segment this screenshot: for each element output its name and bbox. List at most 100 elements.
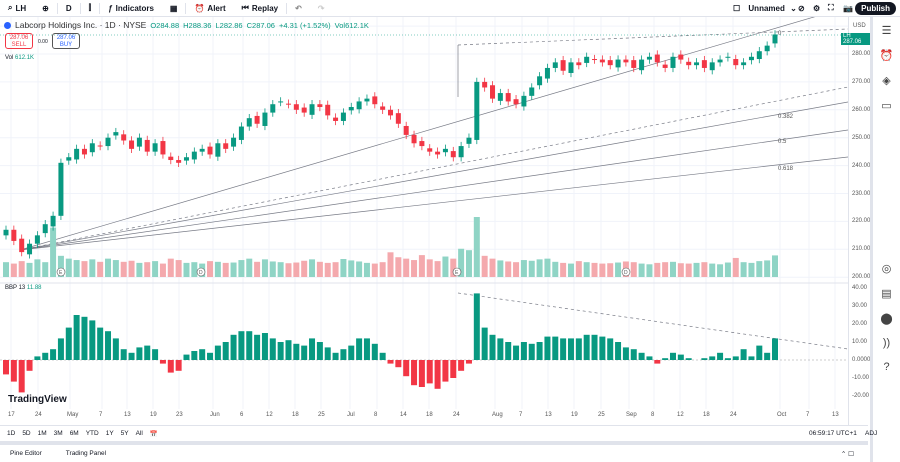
candle[interactable] bbox=[246, 118, 252, 127]
candle[interactable] bbox=[97, 145, 103, 147]
candle[interactable] bbox=[301, 107, 307, 113]
candle[interactable] bbox=[701, 60, 707, 68]
indicators-button[interactable]: ƒ Indicators bbox=[108, 3, 154, 13]
date-range-icon[interactable]: 📅 bbox=[149, 430, 158, 438]
candle[interactable] bbox=[66, 157, 72, 161]
dividend-marker[interactable] bbox=[621, 267, 631, 277]
candle[interactable] bbox=[380, 106, 386, 110]
trading-panel-tab[interactable]: Trading Panel bbox=[65, 450, 107, 457]
candle[interactable] bbox=[450, 151, 456, 158]
candle[interactable] bbox=[215, 143, 221, 157]
chart-canvas[interactable]: 0 0.382 0.5 0.618 E D E D TradingView bbox=[0, 17, 848, 409]
candle[interactable] bbox=[654, 54, 660, 63]
candle[interactable] bbox=[497, 93, 503, 101]
candle[interactable] bbox=[466, 137, 472, 144]
candle[interactable] bbox=[576, 62, 582, 66]
candle[interactable] bbox=[278, 101, 284, 103]
candle[interactable] bbox=[599, 59, 605, 63]
help-icon[interactable]: ? bbox=[883, 361, 890, 373]
candle[interactable] bbox=[772, 34, 778, 44]
candle[interactable] bbox=[544, 67, 550, 79]
candle[interactable] bbox=[144, 139, 150, 152]
candle[interactable] bbox=[333, 117, 339, 121]
range-1d[interactable]: 1D bbox=[7, 430, 16, 437]
candle[interactable] bbox=[741, 62, 747, 66]
candle[interactable] bbox=[646, 56, 652, 60]
range-1m[interactable]: 1M bbox=[37, 430, 47, 437]
layout-name[interactable]: ☐ Unnamed ⌄ bbox=[733, 3, 797, 13]
candle[interactable] bbox=[113, 132, 119, 136]
alert-button[interactable]: ⏰ Alert bbox=[194, 3, 226, 13]
candle[interactable] bbox=[615, 59, 621, 68]
candle[interactable] bbox=[58, 162, 64, 216]
candle[interactable] bbox=[50, 215, 56, 227]
candle[interactable] bbox=[662, 64, 668, 68]
candle[interactable] bbox=[168, 156, 174, 161]
currency-selector[interactable]: USD bbox=[853, 23, 866, 29]
candle[interactable] bbox=[474, 81, 480, 140]
candle[interactable] bbox=[521, 95, 527, 107]
candle[interactable] bbox=[19, 238, 25, 253]
layers-icon[interactable]: ◈ bbox=[882, 75, 891, 87]
candle[interactable] bbox=[183, 157, 189, 161]
candle[interactable] bbox=[709, 62, 715, 71]
chart-type-button[interactable]: ⫿ bbox=[81, 0, 100, 17]
range-all[interactable]: All bbox=[135, 430, 143, 437]
dividend-marker[interactable] bbox=[196, 267, 206, 277]
screenshot-button[interactable]: 📷 bbox=[843, 3, 853, 13]
candle[interactable] bbox=[356, 101, 362, 110]
candle[interactable] bbox=[254, 115, 260, 124]
earnings-marker[interactable] bbox=[56, 267, 66, 277]
apps-icon[interactable]: ⬤ bbox=[880, 313, 893, 325]
range-6m[interactable]: 6M bbox=[69, 430, 79, 437]
pine-editor-tab[interactable]: Pine Editor bbox=[10, 450, 42, 457]
candle[interactable] bbox=[105, 137, 111, 147]
candle[interactable] bbox=[411, 134, 417, 144]
candle[interactable] bbox=[136, 137, 142, 147]
candle[interactable] bbox=[529, 87, 535, 96]
symbol-search[interactable]: ⌕ LH bbox=[8, 3, 27, 13]
candle[interactable] bbox=[568, 62, 574, 73]
candle[interactable] bbox=[285, 103, 291, 105]
candle[interactable] bbox=[262, 112, 268, 126]
candle[interactable] bbox=[3, 229, 9, 236]
candle[interactable] bbox=[270, 104, 276, 113]
candle[interactable] bbox=[348, 107, 354, 111]
candle[interactable] bbox=[427, 148, 433, 152]
candle[interactable] bbox=[490, 85, 496, 99]
range-1y[interactable]: 1Y bbox=[105, 430, 114, 437]
candle[interactable] bbox=[584, 56, 590, 63]
interval-button[interactable]: D bbox=[65, 3, 72, 13]
candle[interactable] bbox=[442, 148, 448, 153]
candle[interactable] bbox=[238, 126, 244, 140]
candle[interactable] bbox=[764, 45, 770, 52]
chat-icon[interactable]: ▭ bbox=[881, 100, 892, 112]
fullscreen-button[interactable]: ⛶ bbox=[828, 3, 834, 12]
candle[interactable] bbox=[309, 104, 315, 115]
candle[interactable] bbox=[340, 112, 346, 121]
earnings-marker[interactable] bbox=[452, 267, 462, 277]
candle[interactable] bbox=[607, 60, 613, 66]
candle[interactable] bbox=[42, 224, 48, 234]
candle[interactable] bbox=[686, 61, 692, 66]
range-ytd[interactable]: YTD bbox=[85, 430, 99, 437]
candle[interactable] bbox=[231, 137, 237, 147]
candle[interactable] bbox=[199, 148, 205, 152]
candle[interactable] bbox=[482, 81, 488, 88]
candle[interactable] bbox=[505, 93, 511, 102]
time-axis[interactable]: 17 24 May 7 13 19 23 Jun 6 12 18 25 Jul 8 14 18 24 Aug 7 13… bbox=[0, 409, 848, 421]
candle[interactable] bbox=[176, 160, 182, 163]
candle[interactable] bbox=[725, 56, 731, 58]
candle[interactable] bbox=[678, 54, 684, 60]
candle[interactable] bbox=[560, 60, 566, 71]
signal-icon[interactable]: )) bbox=[882, 337, 891, 349]
undo-button[interactable]: ↶ bbox=[295, 3, 302, 13]
candle[interactable] bbox=[293, 104, 299, 110]
candle[interactable] bbox=[537, 76, 543, 86]
candle[interactable] bbox=[388, 109, 393, 116]
candle[interactable] bbox=[121, 134, 127, 141]
symbol-title[interactable]: Labcorp Holdings Inc. · 1D · NYSE bbox=[15, 20, 147, 30]
candle[interactable] bbox=[403, 125, 409, 135]
candle[interactable] bbox=[631, 60, 637, 68]
replay-button[interactable]: ⏮ Replay bbox=[241, 3, 279, 13]
